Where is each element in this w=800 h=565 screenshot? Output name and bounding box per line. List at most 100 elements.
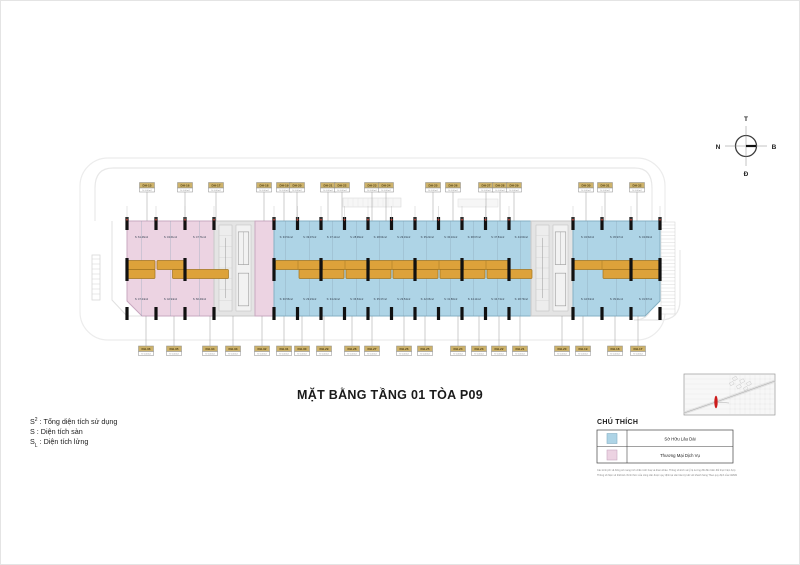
svg-text:CHÚ THÍCH: CHÚ THÍCH <box>597 417 638 426</box>
svg-text:S: 0.00m2: S: 0.00m2 <box>205 353 215 355</box>
svg-text:S: 0.00m2: S: 0.00m2 <box>257 353 267 355</box>
svg-text:DH-30: DH-30 <box>298 347 307 351</box>
svg-text:S2 : Tổng diện tích sử dụng: S2 : Tổng diện tích sử dụng <box>30 417 117 426</box>
svg-text:S: 34.22m2: S: 34.22m2 <box>327 297 341 301</box>
svg-text:S: 0.00m2: S: 0.00m2 <box>453 353 463 355</box>
svg-text:S: 44.60m2: S: 44.60m2 <box>515 235 529 239</box>
svg-text:S: 43.69m2: S: 43.69m2 <box>639 235 653 239</box>
svg-text:S: 0.00m2: S: 0.00m2 <box>494 353 504 355</box>
svg-text:B: B <box>772 144 777 151</box>
svg-text:SL : Diện tích lửng: SL : Diện tích lửng <box>30 437 88 449</box>
svg-text:S: 0.00m2: S: 0.00m2 <box>180 190 190 192</box>
svg-text:S: 37.11m2: S: 37.11m2 <box>327 235 341 239</box>
svg-text:S: 0.00m2: S: 0.00m2 <box>557 353 567 355</box>
svg-text:DH-21: DH-21 <box>516 347 525 351</box>
svg-text:S: 0.00m2: S: 0.00m2 <box>279 190 289 192</box>
svg-text:DH-35: DH-35 <box>170 347 179 351</box>
svg-text:S: 45.97m2: S: 45.97m2 <box>610 235 624 239</box>
svg-text:DH-36: DH-36 <box>142 347 151 351</box>
svg-text:DH-29: DH-29 <box>510 183 519 187</box>
svg-text:DH-27: DH-27 <box>482 183 491 187</box>
svg-text:S: 0.00m2: S: 0.00m2 <box>515 353 525 355</box>
svg-text:S: 0.00m2: S: 0.00m2 <box>211 190 221 192</box>
svg-text:S: 0.00m2: S: 0.00m2 <box>259 190 269 192</box>
svg-text:DH-16: DH-16 <box>181 183 190 187</box>
svg-text:S: 0.00m2: S: 0.00m2 <box>381 190 391 192</box>
svg-text:S: 28.79m2: S: 28.79m2 <box>515 297 529 301</box>
svg-text:S: 39.07m2: S: 39.07m2 <box>303 235 317 239</box>
svg-text:N: N <box>716 144 721 151</box>
svg-text:S: 29.23m2: S: 29.23m2 <box>303 297 317 301</box>
svg-text:S: 0.00m2: S: 0.00m2 <box>474 353 484 355</box>
svg-text:S: 0.00m2: S: 0.00m2 <box>323 190 333 192</box>
svg-text:DH-20: DH-20 <box>293 183 302 187</box>
svg-text:DH-19: DH-19 <box>280 183 289 187</box>
svg-text:DH-15: DH-15 <box>143 183 152 187</box>
svg-text:S: 28.64m2: S: 28.64m2 <box>374 235 388 239</box>
svg-text:DH-22: DH-22 <box>495 347 504 351</box>
svg-text:S: 44.11m2: S: 44.11m2 <box>468 297 482 301</box>
svg-text:S: 29.19m2: S: 29.19m2 <box>397 235 411 239</box>
svg-text:DH-24: DH-24 <box>454 347 463 351</box>
svg-text:DH-31: DH-31 <box>601 183 610 187</box>
svg-text:DH-20: DH-20 <box>558 347 567 351</box>
svg-text:S: 35.37m2: S: 35.37m2 <box>374 297 388 301</box>
svg-text:DH-31: DH-31 <box>280 347 289 351</box>
svg-text:S: 0.00m2: S: 0.00m2 <box>509 190 519 192</box>
svg-text:Đ: Đ <box>744 171 749 178</box>
svg-text:S: 37.81m2: S: 37.81m2 <box>491 235 505 239</box>
svg-text:S : Diện tích sàn: S : Diện tích sàn <box>30 427 83 436</box>
svg-text:S: 34.52m2: S: 34.52m2 <box>581 235 595 239</box>
svg-text:DH-23: DH-23 <box>368 183 377 187</box>
svg-text:S: 47.71m2: S: 47.71m2 <box>193 235 207 239</box>
svg-text:S: 0.00m2: S: 0.00m2 <box>578 353 588 355</box>
svg-text:S: 38.67m2: S: 38.67m2 <box>468 235 482 239</box>
svg-text:DH-23: DH-23 <box>475 347 484 351</box>
svg-text:S: 35.22m2: S: 35.22m2 <box>421 235 435 239</box>
svg-text:DH-34: DH-34 <box>206 347 215 351</box>
svg-text:Sở Hữu Lâu Dài: Sở Hữu Lâu Dài <box>664 437 695 442</box>
svg-text:MẶT BẰNG TẦNG 01 TÒA P09: MẶT BẰNG TẦNG 01 TÒA P09 <box>297 387 483 402</box>
svg-text:Thông số hiện vẽ thiết kế chín: Thông số hiện vẽ thiết kế chính thức của… <box>597 474 737 477</box>
svg-text:S: 30.56m2: S: 30.56m2 <box>280 297 294 301</box>
svg-text:S: 47.24m2: S: 47.24m2 <box>135 297 149 301</box>
svg-text:S: 0.00m2: S: 0.00m2 <box>367 353 377 355</box>
svg-text:Các kinh phí xã hồng số mang t: Các kinh phí xã hồng số mang tích chất m… <box>597 469 736 472</box>
svg-text:S: 0.00m2: S: 0.00m2 <box>610 353 620 355</box>
svg-text:S: 44.54m2: S: 44.54m2 <box>581 297 595 301</box>
svg-text:S: 0.00m2: S: 0.00m2 <box>347 353 357 355</box>
svg-text:S: 29.54m2: S: 29.54m2 <box>397 297 411 301</box>
svg-text:DH-33: DH-33 <box>229 347 238 351</box>
svg-text:DH-32: DH-32 <box>633 183 642 187</box>
svg-text:S: 0.00m2: S: 0.00m2 <box>420 353 430 355</box>
svg-text:S: 0.00m2: S: 0.00m2 <box>632 190 642 192</box>
svg-text:S: 0.00m2: S: 0.00m2 <box>481 190 491 192</box>
svg-text:S: 36.63m2: S: 36.63m2 <box>350 297 364 301</box>
svg-text:S: 28.99m2: S: 28.99m2 <box>350 235 364 239</box>
svg-text:S: 0.00m2: S: 0.00m2 <box>428 190 438 192</box>
svg-text:DH-18: DH-18 <box>611 347 620 351</box>
svg-text:S: 0.00m2: S: 0.00m2 <box>399 353 409 355</box>
svg-text:DH-25: DH-25 <box>429 183 438 187</box>
svg-text:S: 0.00m2: S: 0.00m2 <box>297 353 307 355</box>
svg-text:S: 31.80m2: S: 31.80m2 <box>444 297 458 301</box>
svg-text:S: 0.00m2: S: 0.00m2 <box>292 190 302 192</box>
svg-text:DH-30: DH-30 <box>582 183 591 187</box>
svg-text:S: 0.00m2: S: 0.00m2 <box>581 190 591 192</box>
svg-text:S: 42.06m2: S: 42.06m2 <box>421 297 435 301</box>
svg-text:S: 0.00m2: S: 0.00m2 <box>495 190 505 192</box>
svg-text:DH-26: DH-26 <box>400 347 409 351</box>
svg-text:DH-24: DH-24 <box>382 183 391 187</box>
svg-text:S: 42.94m2: S: 42.94m2 <box>164 297 178 301</box>
svg-text:S: 33.51m2: S: 33.51m2 <box>280 235 294 239</box>
svg-text:S: 0.00m2: S: 0.00m2 <box>228 353 238 355</box>
svg-text:S: 31.57m2: S: 31.57m2 <box>639 297 653 301</box>
svg-text:DH-17: DH-17 <box>212 183 221 187</box>
svg-text:S: 0.00m2: S: 0.00m2 <box>142 190 152 192</box>
svg-text:DH-28: DH-28 <box>348 347 357 351</box>
svg-text:S: 0.00m2: S: 0.00m2 <box>279 353 289 355</box>
svg-text:DH-21: DH-21 <box>324 183 333 187</box>
svg-text:DH-28: DH-28 <box>496 183 505 187</box>
svg-text:DH-27: DH-27 <box>368 347 377 351</box>
svg-text:S: 0.00m2: S: 0.00m2 <box>448 190 458 192</box>
